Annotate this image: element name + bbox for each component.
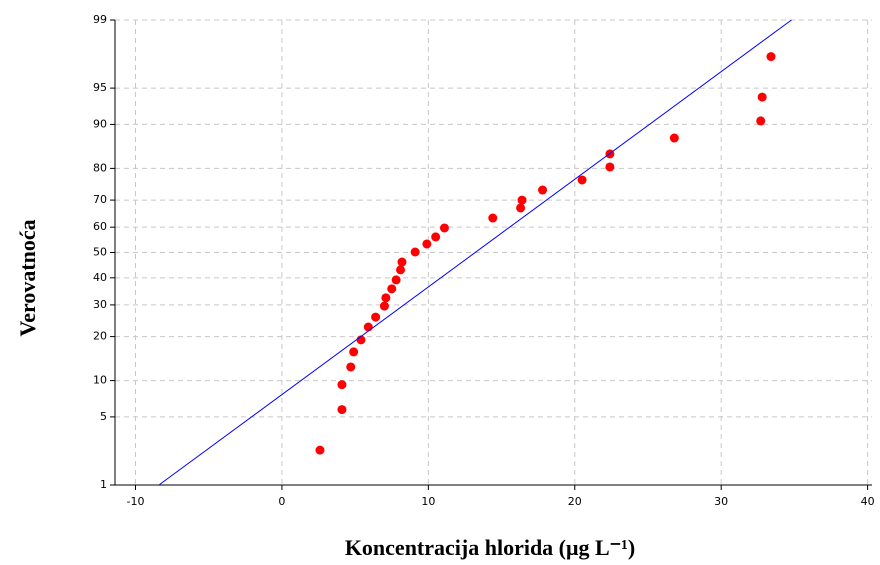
data-point [337, 405, 347, 415]
data-point [422, 239, 432, 249]
y-tick-label: 70 [93, 193, 107, 206]
data-point [410, 247, 420, 257]
x-tick-label: 30 [714, 495, 728, 508]
data-point [381, 293, 391, 303]
x-tick-label: 40 [861, 495, 875, 508]
data-point [516, 203, 526, 213]
data-point [315, 445, 325, 455]
data-point [387, 284, 397, 294]
data-point [346, 362, 356, 372]
data-point [766, 52, 776, 62]
x-tick-label: 10 [421, 495, 435, 508]
y-tick-label: 95 [93, 81, 107, 94]
y-tick-label: 80 [93, 161, 107, 174]
x-tick-label: 20 [568, 495, 582, 508]
fit-line [158, 19, 792, 486]
data-point [756, 116, 766, 126]
data-point [757, 92, 767, 102]
y-tick-label: 10 [93, 374, 107, 387]
y-tick-label: 30 [93, 298, 107, 311]
data-point [577, 175, 587, 185]
y-tick-label: 1 [100, 478, 107, 491]
data-point [397, 257, 407, 267]
data-point [517, 195, 527, 205]
data-point [669, 133, 679, 143]
data-point [337, 380, 347, 390]
x-tick-label: -10 [127, 495, 145, 508]
data-point [396, 265, 406, 275]
y-tick-label: 60 [93, 220, 107, 233]
x-tick-label: 0 [278, 495, 285, 508]
data-point [488, 213, 498, 223]
y-axis-title: Verovatnoća [15, 219, 40, 336]
data-point [349, 347, 359, 357]
data-point [363, 322, 373, 332]
data-point [379, 301, 389, 311]
y-tick-label: 40 [93, 271, 107, 284]
y-tick-label: 5 [100, 410, 107, 423]
data-point [605, 162, 615, 172]
data-point [431, 232, 441, 242]
y-tick-label: 20 [93, 330, 107, 343]
data-point [538, 185, 548, 195]
data-point [439, 223, 449, 233]
y-tick-label: 90 [93, 117, 107, 130]
data-point [391, 275, 401, 285]
data-point [371, 312, 381, 322]
x-axis-title: Koncentracija hlorida (μg L⁻¹) [345, 535, 635, 560]
y-tick-label: 50 [93, 246, 107, 259]
y-tick-label: 99 [93, 13, 107, 26]
